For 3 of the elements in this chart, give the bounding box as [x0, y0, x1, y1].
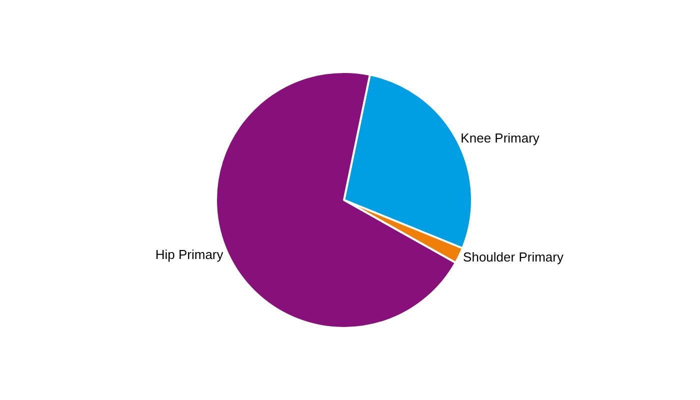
slice-label: Shoulder Primary: [463, 250, 564, 265]
slice-label: Hip Primary: [155, 246, 224, 262]
slice-label: Knee Primary: [460, 130, 540, 146]
